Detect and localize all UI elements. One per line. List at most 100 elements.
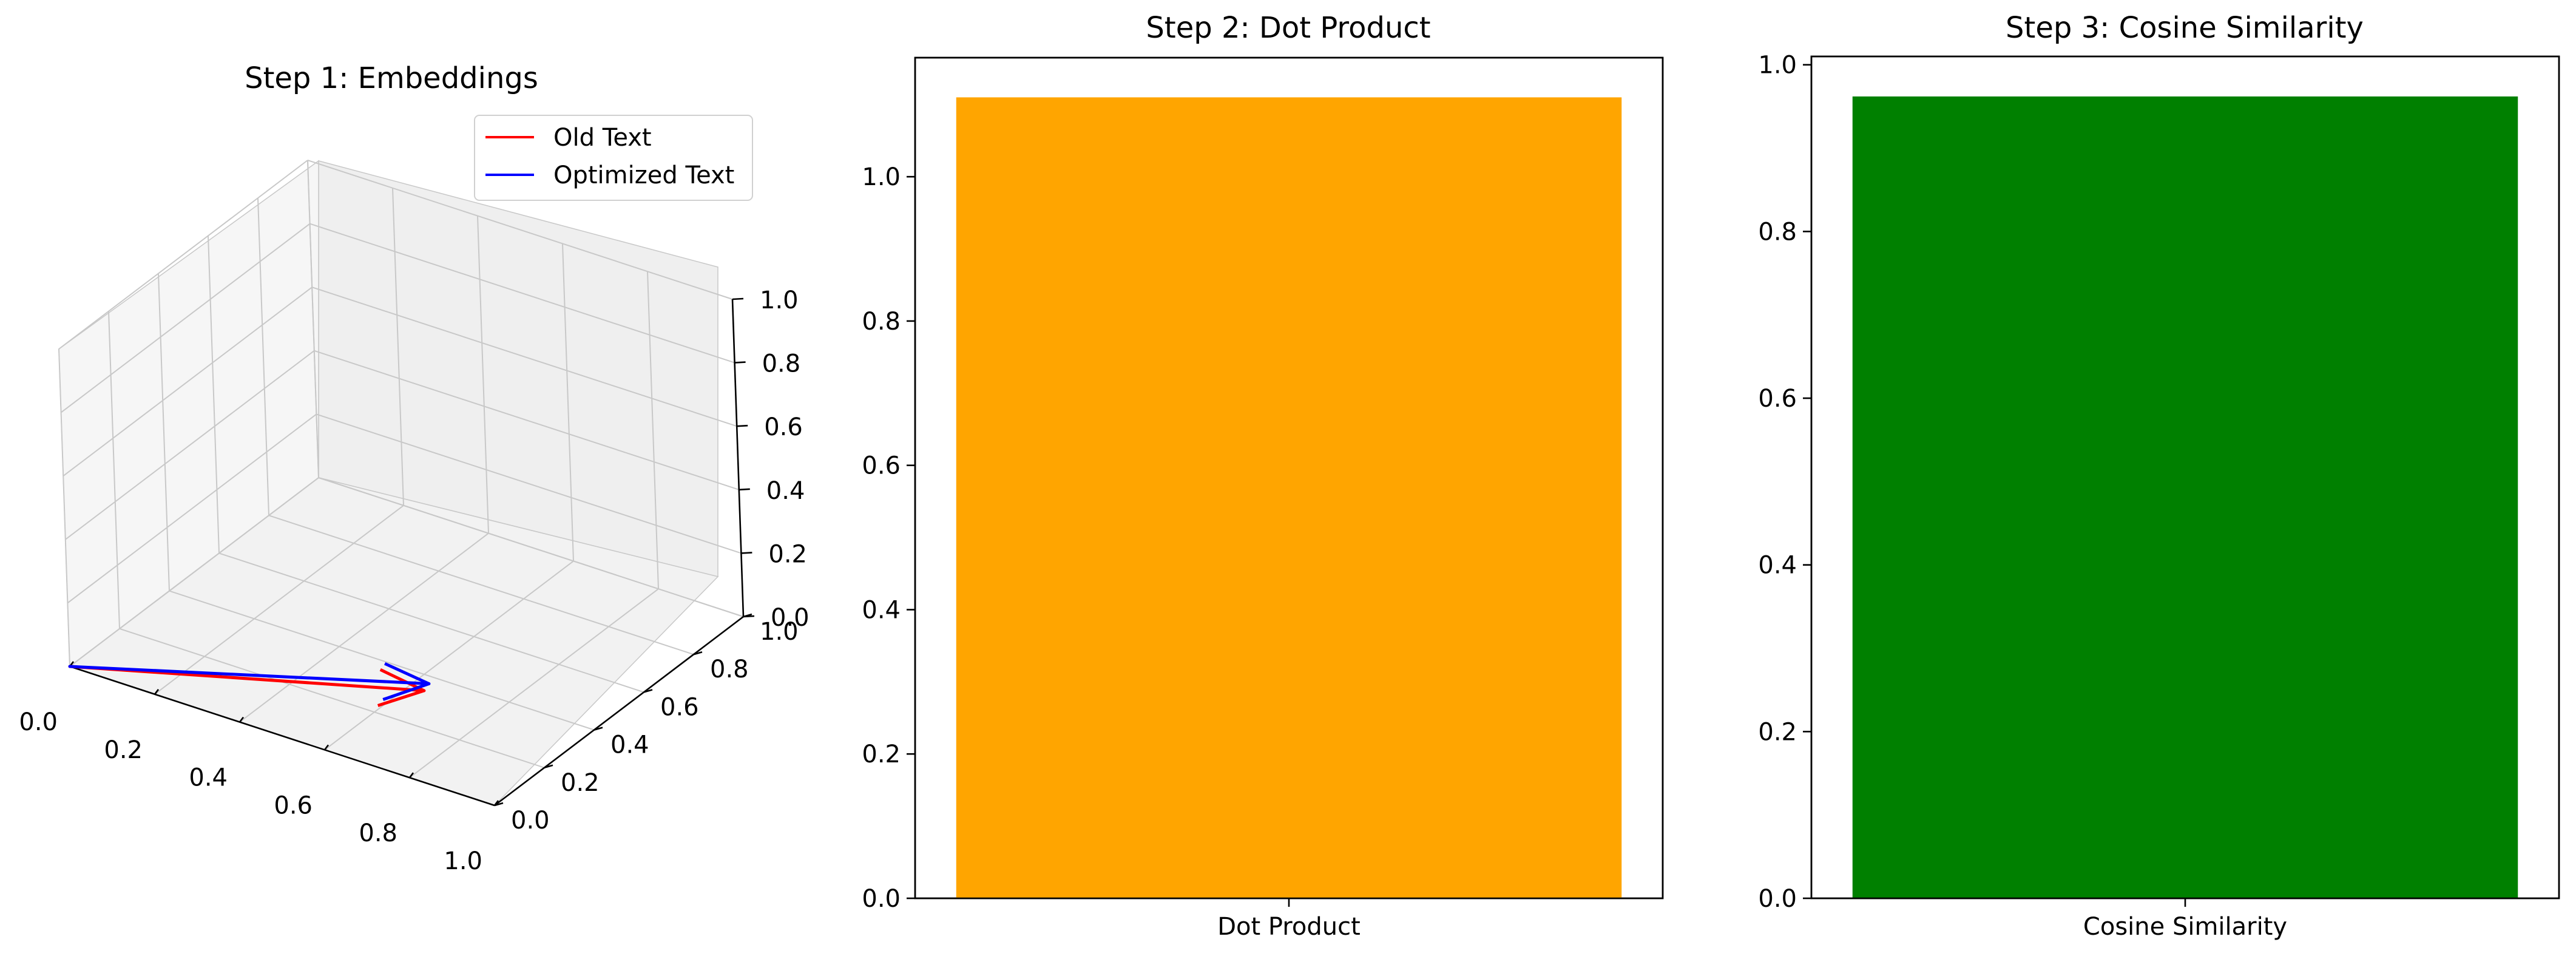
embeddings-plot-title: Step 1: Embeddings: [245, 61, 538, 95]
vectors-3d: [68, 662, 431, 707]
tick-labels-3d: 0.0 0.0 0.0 0.2 0.2 0.2 0.4 0.4 0.4 0.6 0.6 0.6 0.8 0…: [19, 286, 809, 875]
x-tick-2: [238, 716, 245, 723]
floor-grid-x-2: [239, 532, 489, 723]
left-grid-z-3: [63, 286, 313, 476]
x-tick-5: [493, 800, 499, 806]
left-grid-z-1: [67, 413, 317, 604]
z-tick-label-5: 1.0: [760, 286, 799, 314]
axes-3d: [69, 299, 745, 807]
legend-label-optimized-text: Optimized Text: [553, 161, 734, 189]
dot-product-y-tick-label-0: 0.0: [862, 885, 901, 913]
y-tick-2: [593, 727, 603, 731]
vector-arrowhead-old-text: [377, 668, 426, 707]
x-tick-label-4: 0.8: [359, 819, 397, 847]
z-tick-4: [734, 361, 746, 364]
left-grid-z-5: [58, 160, 308, 350]
x-axis-line: [69, 665, 495, 807]
x-tick-label-1: 0.2: [104, 736, 143, 764]
cosine-similarity-x-tick-label: Cosine Similarity: [2083, 913, 2287, 941]
back-grid-x-4: [647, 271, 659, 589]
back-grid-x-1: [392, 188, 404, 506]
back-grid-z-4: [309, 223, 735, 364]
z-tick-2: [739, 488, 750, 491]
x-tick-3: [323, 744, 330, 751]
cosine-similarity-y-tick-label-0: 0.0: [1758, 885, 1797, 913]
y-axis-line: [494, 615, 744, 807]
cosine-similarity-x-ticks: Cosine Similarity: [2083, 898, 2287, 941]
dot-product-y-tick-label-3: 0.6: [862, 452, 901, 480]
dot-product-plot: Step 2: Dot Product 0.0 0.2 0.4 0.6 0.8 1.0 D…: [862, 11, 1664, 941]
left-grid-y-2: [158, 273, 170, 591]
floor-grid-y-2: [169, 590, 595, 731]
back-grid-x-3: [562, 243, 574, 561]
vector-optimized-text: [68, 665, 431, 685]
y-tick-label-2: 0.4: [610, 731, 649, 759]
cosine-similarity-y-tick-label-2: 0.4: [1758, 552, 1797, 580]
y-tick-0: [494, 802, 504, 807]
back-grid-z-2: [314, 350, 740, 490]
dot-product-y-tick-label-1: 0.2: [862, 740, 901, 768]
legend-box: [474, 115, 753, 201]
z-tick-label-0: 0.0: [771, 604, 810, 632]
cosine-similarity-y-tick-label-4: 0.8: [1758, 218, 1797, 246]
cosine-similarity-plot: Step 3: Cosine Similarity 0.00.20.40.60.…: [1758, 11, 2560, 941]
floor-grid-x-1: [154, 505, 404, 695]
dot-product-y-ticks: 0.0 0.2 0.4 0.6 0.8 1.0: [862, 163, 915, 913]
dot-product-y-tick-label-2: 0.4: [862, 596, 901, 624]
dot-product-y-tick-label-5: 1.0: [862, 163, 901, 191]
x-tick-4: [408, 772, 414, 778]
left-grid-y-4: [257, 198, 269, 516]
back-grid-z-5: [307, 160, 733, 300]
y-tick-1: [544, 764, 553, 769]
back-grid-x-2: [477, 215, 489, 534]
left-grid-y-3: [208, 236, 220, 554]
cosine-similarity-plot-frame: [1810, 55, 2560, 900]
dot-product-bar: [956, 97, 1622, 899]
back-grid-z-1: [316, 413, 742, 554]
dot-product-plot-title: Step 2: Dot Product: [1146, 11, 1430, 45]
z-tick-label-4: 0.8: [762, 350, 801, 378]
legend: Old Text Optimized Text: [474, 115, 753, 201]
y-tick-label-4: 0.8: [710, 656, 749, 683]
y-tick-label-5: 1.0: [760, 618, 799, 646]
cosine-similarity-y-tick-label-5: 1.0: [1758, 52, 1797, 80]
left-grid-y-5: [307, 160, 319, 478]
y-tick-label-0: 0.0: [511, 807, 550, 835]
dot-product-x-tick-label: Dot Product: [1217, 913, 1361, 941]
y-tick-label-3: 0.6: [660, 693, 699, 721]
y-tick-label-1: 0.2: [561, 769, 600, 797]
dot-product-plot-frame: [914, 56, 1664, 900]
y-tick-4: [693, 651, 703, 656]
cosine-similarity-y-tick-label-1: 0.2: [1758, 718, 1797, 746]
dot-product-x-ticks: Dot Product: [1217, 898, 1361, 941]
z-axis-line: [731, 299, 745, 617]
x-tick-label-2: 0.4: [189, 764, 228, 792]
z-tick-label-1: 0.2: [768, 540, 807, 568]
x-tick-label-5: 1.0: [444, 847, 482, 875]
floor-grid-x-3: [324, 560, 574, 751]
embeddings-3d-plot: Step 1: Embeddings 0.0 0.0 0.0 0.2 0.2 0.2 0.4…: [19, 61, 809, 875]
cosine-similarity-plot-title: Step 3: Cosine Similarity: [2006, 11, 2364, 45]
cosine-similarity-y-ticks: 0.0 0.2 0.4 0.6 0.8 1.0: [1758, 52, 1811, 913]
y-tick-3: [643, 689, 653, 693]
y-tick-5: [743, 613, 752, 618]
vector-arrowhead-optimized-text: [382, 662, 431, 701]
left-grid-z-2: [65, 350, 315, 540]
legend-label-old-text: Old Text: [553, 124, 652, 152]
floor-grid-x-4: [409, 588, 659, 778]
floor-grid-y-1: [119, 628, 545, 768]
floor-grid-y-3: [218, 552, 644, 693]
x-tick-label-3: 0.6: [274, 791, 313, 819]
left-grid-z-0: [69, 477, 319, 667]
floor-grid-y-5: [318, 477, 744, 617]
back-grid-z-3: [311, 286, 737, 427]
left-grid-z-4: [60, 223, 311, 413]
z-tick-1: [741, 552, 752, 554]
z-tick-3: [737, 424, 748, 427]
floor-grid-y-4: [268, 515, 694, 656]
x-tick-1: [154, 689, 160, 695]
left-grid-y-0: [58, 348, 70, 667]
z-tick-label-3: 0.6: [764, 413, 803, 441]
cosine-similarity-bar: [1852, 96, 2518, 898]
